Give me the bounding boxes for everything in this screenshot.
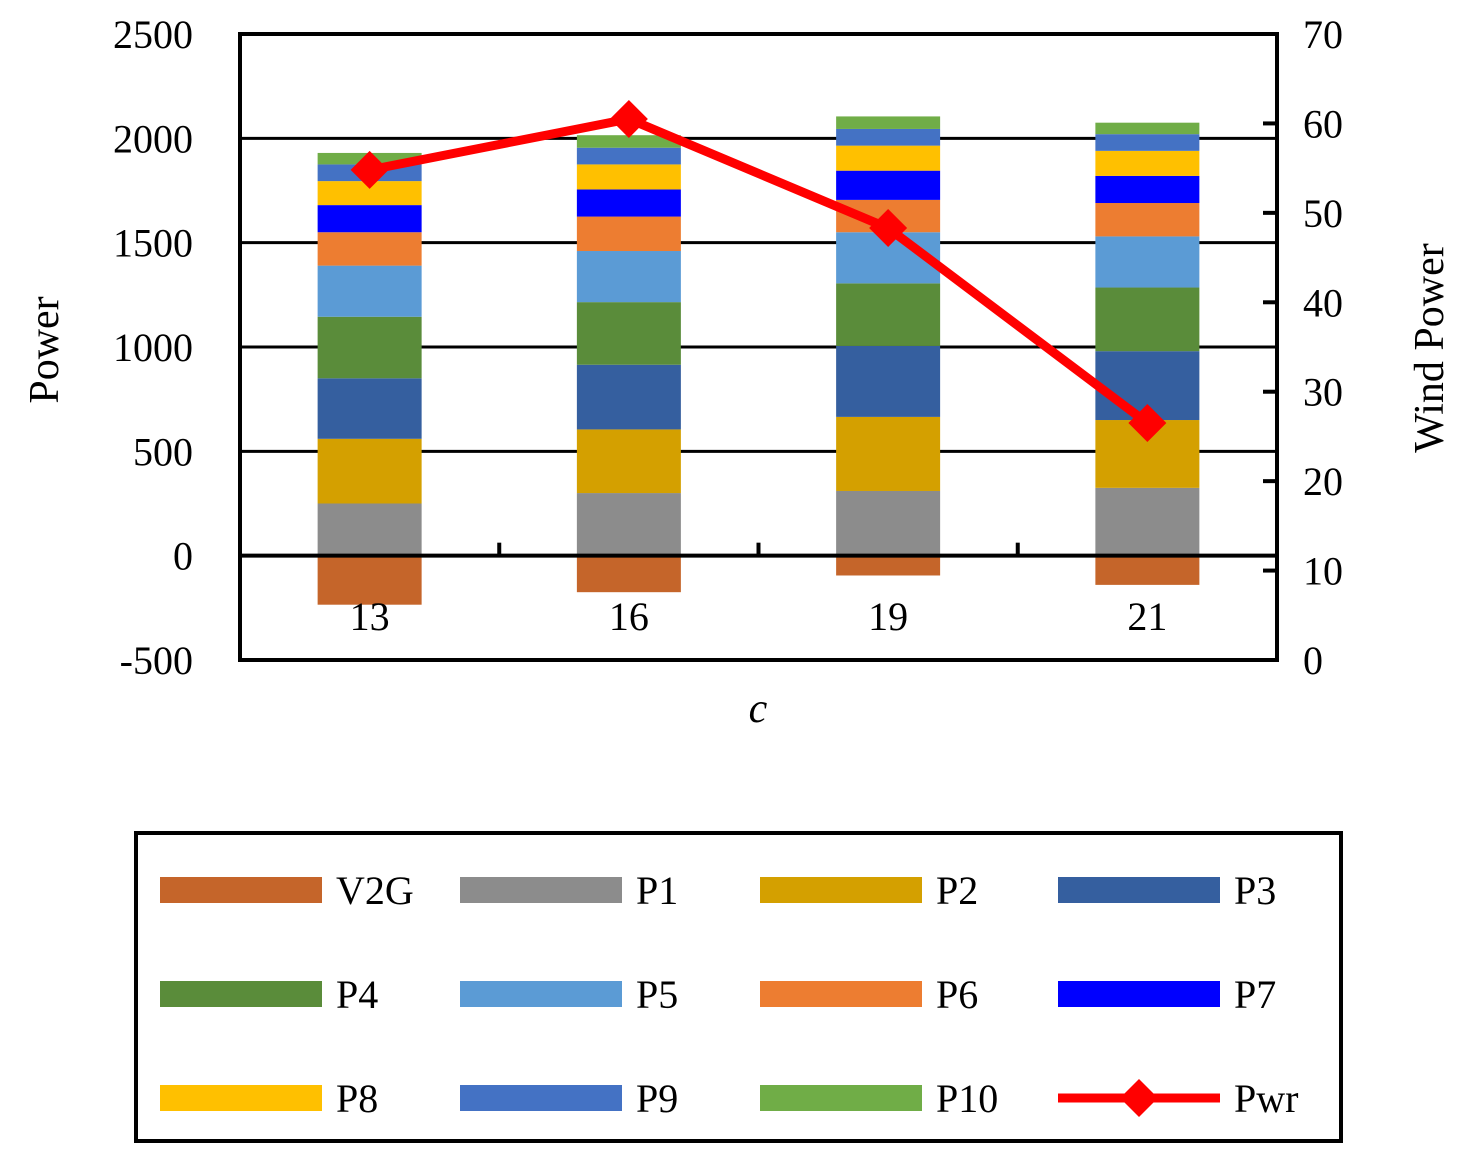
line-pwr bbox=[368, 114, 1151, 427]
line-point bbox=[869, 209, 908, 248]
y-axis-title: Power bbox=[22, 296, 68, 403]
y2-tick-label: 0 bbox=[1303, 638, 1323, 683]
y-tick-label: 2000 bbox=[113, 116, 193, 161]
bar-segment-p7 bbox=[1095, 175, 1200, 204]
legend-swatch-p1 bbox=[460, 877, 622, 903]
bar-segment-p1 bbox=[1095, 487, 1200, 556]
bar-segment-p5 bbox=[1095, 236, 1200, 288]
y2-tick-label: 70 bbox=[1303, 12, 1343, 57]
bar-segment-p2 bbox=[576, 429, 681, 494]
legend-swatch-p7 bbox=[1058, 981, 1220, 1007]
legend-swatch-p2 bbox=[760, 877, 922, 903]
y-tick-label: 0 bbox=[173, 534, 193, 579]
legend-label: P9 bbox=[636, 1076, 678, 1121]
line-point bbox=[609, 99, 648, 138]
bar-segment-p1 bbox=[317, 503, 422, 556]
bar-segment-p4 bbox=[576, 302, 681, 365]
plot-area-border bbox=[238, 32, 1279, 662]
x-tick-label: 19 bbox=[868, 594, 908, 639]
legend-label: P7 bbox=[1234, 972, 1276, 1017]
bar-segment-p8 bbox=[317, 181, 422, 206]
bar-segment-p7 bbox=[576, 189, 681, 217]
legend-label: V2G bbox=[336, 868, 414, 913]
line-point bbox=[350, 150, 389, 189]
legend-swatch-p6 bbox=[760, 981, 922, 1007]
y-tick-label: 500 bbox=[133, 429, 193, 474]
plot-frame bbox=[238, 32, 1279, 662]
legend-marker bbox=[1120, 1079, 1158, 1117]
bar-segment-p4 bbox=[1095, 287, 1200, 352]
bar-segment-p3 bbox=[317, 378, 422, 439]
bar-segment-p10 bbox=[1095, 122, 1200, 135]
bar-segment-v2g bbox=[317, 555, 422, 605]
legend-swatch-p4 bbox=[160, 981, 322, 1007]
bar-segment-v2g bbox=[576, 555, 681, 593]
legend-label: P3 bbox=[1234, 868, 1276, 913]
y2-axis-title: Wind Power bbox=[1407, 243, 1453, 452]
legend-label: P5 bbox=[636, 972, 678, 1017]
bar-segment-p6 bbox=[317, 232, 422, 266]
y-tick-label: -500 bbox=[120, 638, 193, 683]
bar-segment-p8 bbox=[1095, 150, 1200, 176]
bar-segment-p2 bbox=[836, 416, 941, 491]
bar-segment-p5 bbox=[317, 265, 422, 317]
bar-segment-p3 bbox=[576, 364, 681, 430]
legend: V2G P1 P2 P3 P4 P5 P6 P7 P8 P9 P10 Pwr bbox=[134, 831, 1343, 1143]
bar-segment-p6 bbox=[576, 216, 681, 252]
bar-segment-p7 bbox=[317, 205, 422, 233]
bar-segment-p8 bbox=[836, 145, 941, 171]
bar-segment-p9 bbox=[836, 128, 941, 146]
bar-segment-p6 bbox=[1095, 203, 1200, 237]
y-tick-label: 1000 bbox=[113, 325, 193, 370]
legend-swatch-p8 bbox=[160, 1085, 322, 1111]
legend-label: P1 bbox=[636, 868, 678, 913]
legend-label: P8 bbox=[336, 1076, 378, 1121]
bar-segment-v2g bbox=[836, 555, 941, 576]
x-tick-label: 21 bbox=[1127, 594, 1167, 639]
bar-segment-p7 bbox=[836, 170, 941, 200]
legend-label: P4 bbox=[336, 972, 378, 1017]
legend-swatch-v2g bbox=[160, 877, 322, 903]
legend-label: P6 bbox=[936, 972, 978, 1017]
bar-segment-p1 bbox=[836, 490, 941, 556]
axes-layer: 13 16 19 21 -500 0 500 1000 1500 2000 2500 0 10 20 30 4… bbox=[113, 12, 1343, 683]
bar-segment-v2g bbox=[1095, 555, 1200, 585]
legend-label: P2 bbox=[936, 868, 978, 913]
y2-tick-label: 60 bbox=[1303, 101, 1343, 146]
bar-segment-p2 bbox=[317, 438, 422, 504]
legend-label: Pwr bbox=[1234, 1076, 1298, 1121]
bar-segment-p4 bbox=[317, 316, 422, 379]
bar-segment-p10 bbox=[576, 135, 681, 148]
legend-swatch-p3 bbox=[1058, 877, 1220, 903]
bars-layer bbox=[317, 116, 1200, 605]
line-layer bbox=[350, 99, 1167, 443]
bar-segment-p8 bbox=[576, 164, 681, 190]
y2-tick-label: 10 bbox=[1303, 549, 1343, 594]
bar-segment-p9 bbox=[1095, 134, 1200, 151]
y-tick-label: 2500 bbox=[113, 12, 193, 57]
x-tick-label: 13 bbox=[350, 594, 390, 639]
y2-tick-label: 50 bbox=[1303, 191, 1343, 236]
bar-segment-p9 bbox=[576, 147, 681, 165]
legend-border bbox=[134, 831, 1343, 1143]
y2-tick-label: 30 bbox=[1303, 370, 1343, 415]
y-tick-label: 1500 bbox=[113, 221, 193, 266]
line-point bbox=[1128, 404, 1167, 443]
y2-tick-label: 40 bbox=[1303, 280, 1343, 325]
x-tick-label: 16 bbox=[609, 594, 649, 639]
legend-swatch-p9 bbox=[460, 1085, 622, 1111]
y2-tick-label: 20 bbox=[1303, 459, 1343, 504]
legend-swatch-p10 bbox=[760, 1085, 922, 1111]
legend-label: P10 bbox=[936, 1076, 998, 1121]
bar-segment-p4 bbox=[836, 283, 941, 346]
bar-segment-p1 bbox=[576, 493, 681, 556]
x-axis-title: c bbox=[749, 686, 768, 732]
legend-swatch-p5 bbox=[460, 981, 622, 1007]
bar-segment-p5 bbox=[576, 251, 681, 303]
bar-segment-p3 bbox=[836, 345, 941, 417]
bar-segment-p10 bbox=[836, 116, 941, 129]
